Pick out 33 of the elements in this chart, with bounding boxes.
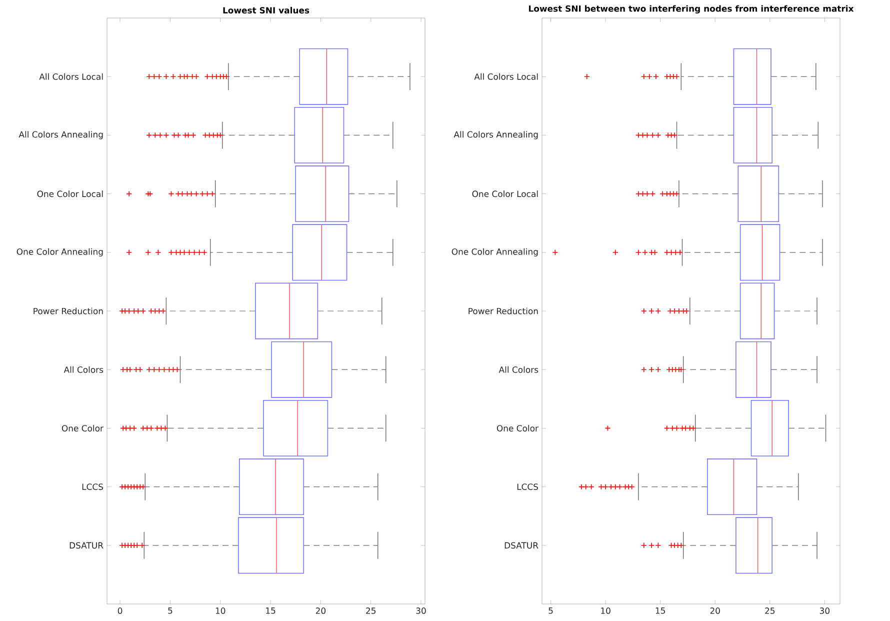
y-tick-label: All Colors Local bbox=[474, 73, 538, 80]
y-tick-label: One Color bbox=[496, 424, 538, 432]
x-tick-label: 10 bbox=[601, 608, 610, 614]
y-tick-label: Power Reduction bbox=[468, 308, 538, 314]
x-tick-label: 0 bbox=[118, 608, 122, 614]
x-tick-label: 5 bbox=[168, 608, 172, 614]
x-tick-label: 25 bbox=[765, 608, 775, 614]
y-tick-label: All Colors bbox=[498, 366, 538, 373]
x-tick-label: 30 bbox=[416, 608, 426, 614]
y-tick-label: DSATUR bbox=[70, 542, 104, 549]
y-tick-label: One Color Annealing bbox=[452, 248, 538, 256]
chart-title: Lowest SNI values bbox=[223, 6, 310, 14]
y-tick-label: LCCS bbox=[82, 484, 104, 490]
y-tick-label: All Colors Local bbox=[39, 73, 103, 80]
x-tick-label: 25 bbox=[366, 608, 376, 614]
y-tick-label: LCCS bbox=[517, 484, 538, 490]
x-tick-label: 5 bbox=[548, 608, 553, 614]
y-tick-label: Power Reduction bbox=[34, 308, 103, 314]
x-tick-label: 30 bbox=[820, 608, 830, 614]
y-tick-label: One Color Local bbox=[472, 190, 538, 198]
y-tick-label: One Color Local bbox=[37, 190, 103, 198]
x-tick-label: 10 bbox=[216, 608, 226, 614]
x-tick-label: 20 bbox=[710, 608, 720, 614]
x-tick-label: 15 bbox=[266, 608, 276, 614]
y-tick-label: All Colors Annealing bbox=[18, 131, 103, 140]
y-tick-label: One Color Annealing bbox=[16, 248, 103, 256]
y-tick-label: DSATUR bbox=[504, 542, 538, 549]
chart-title: Lowest SNI between two interfering nodes from interference matrix bbox=[529, 5, 854, 14]
x-tick-label: 20 bbox=[316, 608, 326, 614]
x-tick-label: 15 bbox=[656, 608, 665, 614]
y-tick-label: One Color bbox=[62, 424, 104, 432]
y-tick-label: All Colors Annealing bbox=[454, 131, 538, 140]
y-tick-label: All Colors bbox=[64, 366, 104, 373]
